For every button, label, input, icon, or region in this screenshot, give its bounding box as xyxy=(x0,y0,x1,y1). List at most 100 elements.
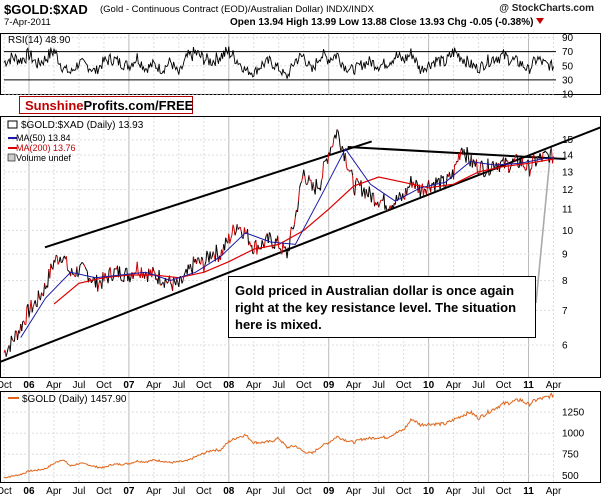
price-line xyxy=(530,168,532,170)
price-line xyxy=(111,278,114,282)
price-line xyxy=(90,280,93,284)
x-tick-label-bottom: Jul xyxy=(472,486,485,497)
price-line xyxy=(176,278,179,283)
price-tick-label: 9 xyxy=(562,250,568,261)
x-tick-label-top: Oct xyxy=(396,380,412,391)
price-line xyxy=(205,250,208,262)
price-line xyxy=(84,266,87,270)
logo-part-1: Sunshine xyxy=(25,98,84,113)
price-line xyxy=(37,290,40,299)
price-line xyxy=(445,174,448,185)
price-line xyxy=(306,182,309,186)
x-tick-label-bottom: Apr xyxy=(346,486,362,497)
price-line xyxy=(535,162,538,167)
price-line xyxy=(281,241,284,255)
x-tick-label-top: Oct xyxy=(96,380,112,391)
price-line xyxy=(298,187,301,202)
gold-frame xyxy=(0,391,601,483)
price-line xyxy=(379,200,382,205)
price-line xyxy=(332,138,335,146)
price-line xyxy=(249,241,252,247)
price-line xyxy=(198,257,201,264)
price-line xyxy=(67,269,69,272)
price-line xyxy=(6,347,9,354)
price-tick-label: 11 xyxy=(562,205,573,216)
price-line xyxy=(344,152,347,167)
price-line xyxy=(392,202,395,209)
price-line xyxy=(439,174,442,191)
annotation-box: Gold priced in Australian dollar is once… xyxy=(228,276,536,338)
price-line xyxy=(261,240,264,245)
price-line xyxy=(531,158,534,169)
price-line xyxy=(231,224,234,236)
x-tick-label-top: Oct xyxy=(296,380,312,391)
x-tick-label-top: 09 xyxy=(323,380,335,391)
price-line xyxy=(487,158,490,176)
price-line xyxy=(301,176,304,182)
price-line xyxy=(212,251,215,256)
price-line xyxy=(234,231,237,236)
annotation-pointer xyxy=(535,162,551,304)
price-line xyxy=(144,272,146,279)
price-line xyxy=(256,244,259,255)
price-line xyxy=(32,303,35,308)
price-line xyxy=(23,320,26,325)
price-line xyxy=(507,160,510,173)
price-line xyxy=(68,270,71,273)
chart-description: (Gold - Continuous Contract (EOD)/Austra… xyxy=(100,4,375,15)
price-line xyxy=(335,129,338,139)
price-line xyxy=(308,175,311,181)
down-triangle-icon xyxy=(536,18,545,24)
price-line xyxy=(466,147,469,156)
price-line xyxy=(450,177,452,180)
x-tick-label-top: 07 xyxy=(123,380,135,391)
legend-volume-swatch xyxy=(7,153,16,162)
x-tick-label-bottom: 08 xyxy=(223,486,235,497)
x-tick-label-top: Jul xyxy=(272,380,285,391)
price-tick-label: 13 xyxy=(562,167,574,178)
price-line xyxy=(515,153,518,156)
price-line xyxy=(178,276,181,287)
price-line xyxy=(89,277,91,280)
price-line xyxy=(181,280,184,284)
price-line xyxy=(36,290,39,308)
price-line xyxy=(345,165,348,171)
price-line xyxy=(11,339,14,342)
price-line xyxy=(357,180,360,183)
x-tick-label-bottom: 07 xyxy=(123,486,135,497)
price-line xyxy=(523,166,526,171)
price-line xyxy=(514,154,517,159)
price-line xyxy=(99,280,102,283)
rsi-tick-label: 50 xyxy=(562,61,574,72)
legend-ma200: MA(200) 13.76 xyxy=(16,143,76,153)
price-line xyxy=(82,263,85,266)
price-line xyxy=(471,159,474,168)
trend-line xyxy=(44,140,372,249)
price-line xyxy=(312,182,315,189)
price-line xyxy=(546,153,549,156)
price-line xyxy=(225,237,228,242)
price-line xyxy=(351,169,354,176)
price-line xyxy=(338,136,341,148)
price-line xyxy=(373,193,375,207)
price-line xyxy=(330,146,333,148)
price-line xyxy=(25,306,28,325)
ohlc-values: Open 13.94 High 13.99 Low 13.88 Close 13… xyxy=(230,17,534,28)
price-line xyxy=(268,232,271,235)
price-line xyxy=(41,292,43,295)
price-line xyxy=(204,261,207,266)
rsi-tick-label: 30 xyxy=(562,75,574,86)
rsi-tick-label: 70 xyxy=(562,47,574,58)
gold-panel: 500 750 1000 1250 $GOLD (Daily) 1457.90 xyxy=(0,391,601,483)
ma50-line xyxy=(20,147,554,338)
price-line xyxy=(348,169,350,172)
x-tick-label-top: Apr xyxy=(46,380,62,391)
price-line xyxy=(253,242,256,254)
x-tick-label-top: Jul xyxy=(73,380,86,391)
price-line xyxy=(31,307,34,313)
price-line xyxy=(166,280,169,284)
x-tick-label-bottom: 06 xyxy=(23,486,35,497)
price-line xyxy=(550,147,553,164)
price-line xyxy=(54,255,57,263)
price-line xyxy=(269,234,272,242)
